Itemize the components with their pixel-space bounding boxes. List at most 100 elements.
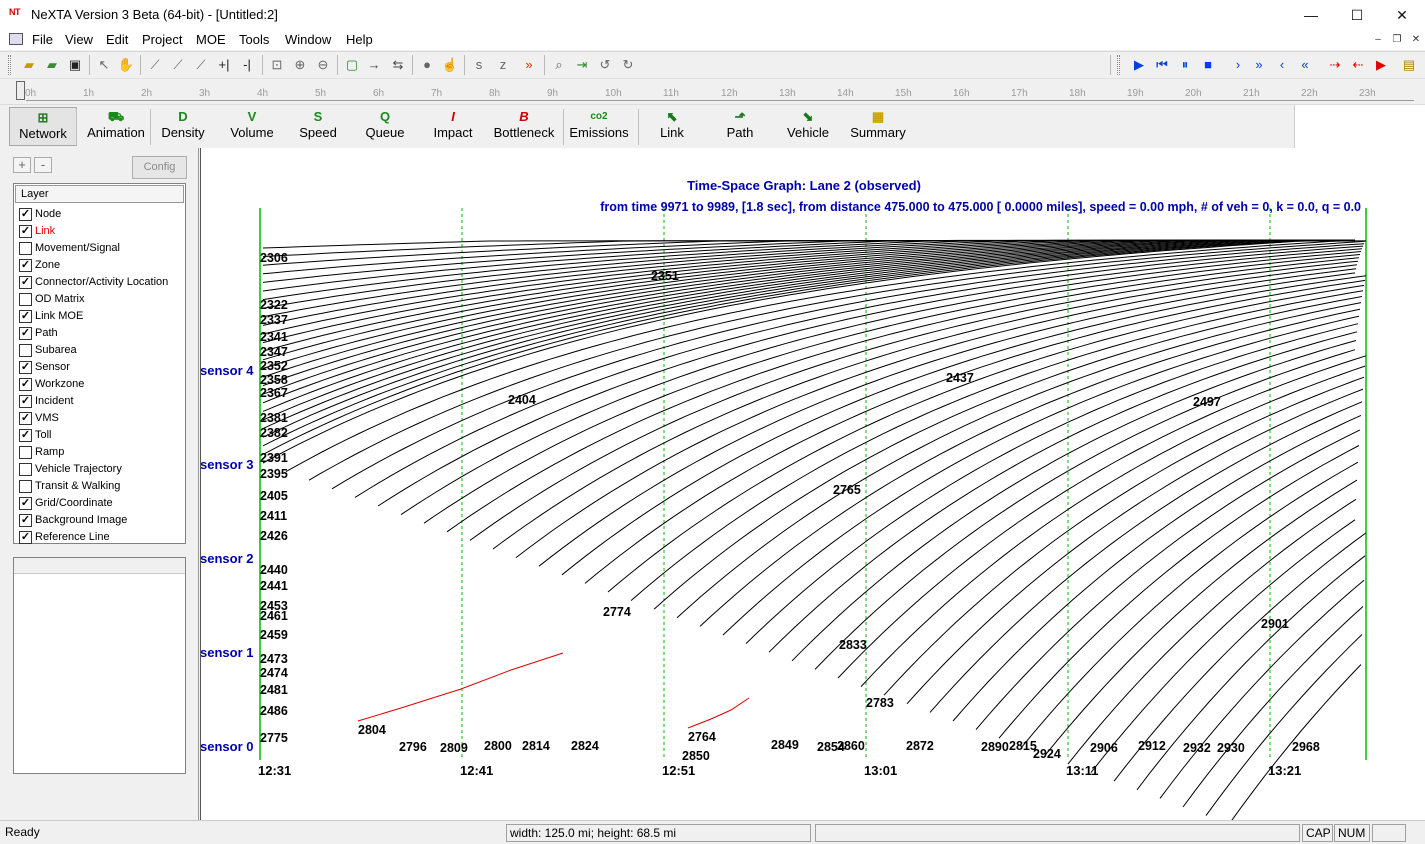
layer-checkbox[interactable]: ✓: [19, 361, 32, 374]
arrow-right-icon[interactable]: →: [367, 57, 381, 72]
layer-checkbox[interactable]: [19, 446, 32, 459]
pause-icon[interactable]: ⏸: [1181, 57, 1189, 72]
bidirectional-arrow-icon[interactable]: ⇆: [392, 57, 404, 72]
mode-density-button[interactable]: D Density: [157, 107, 209, 146]
toolbar-grip-2[interactable]: [1117, 55, 1120, 75]
minimize-button[interactable]: —: [1304, 7, 1318, 23]
hand-icon[interactable]: ☝: [441, 57, 459, 72]
zoom-in-icon[interactable]: ⊕: [294, 57, 306, 72]
rewind-icon[interactable]: ⏮: [1156, 57, 1168, 72]
undo-icon[interactable]: ↺: [599, 57, 611, 72]
draw-link3-icon[interactable]: ⟋: [196, 57, 206, 72]
vehicle-trajectory: [262, 239, 1355, 352]
layer-checkbox[interactable]: ✓: [19, 225, 32, 238]
menu-tools[interactable]: Tools: [239, 32, 270, 47]
mode-summary-button[interactable]: ▦ Summary: [846, 107, 910, 146]
timeline-slider-thumb[interactable]: [16, 81, 25, 100]
split-link-icon[interactable]: +|: [218, 57, 230, 72]
config-button[interactable]: Config: [132, 156, 187, 179]
mode-animation-button[interactable]: ⛟ Animation: [81, 107, 151, 146]
close-button[interactable]: ✕: [1396, 7, 1408, 23]
layer-checkbox[interactable]: ✓: [19, 531, 32, 544]
mode-bottleneck-button[interactable]: B Bottleneck: [490, 107, 558, 146]
layer-checkbox[interactable]: ✓: [19, 429, 32, 442]
layer-checkbox[interactable]: ✓: [19, 497, 32, 510]
mode-queue-button[interactable]: Q Queue: [354, 107, 416, 146]
layer-checkbox[interactable]: ✓: [19, 395, 32, 408]
node-a-icon[interactable]: s: [475, 57, 483, 72]
mode-network-button[interactable]: ⊞ Network: [9, 107, 77, 146]
timeline-ruler[interactable]: 0h 1h 2h 3h 4h 5h 6h 7h 8h 9h 10h 11h 12h 13h 14h 15h 16…: [0, 78, 1425, 104]
layer-checkbox[interactable]: [19, 480, 32, 493]
draw-link-icon[interactable]: ⟋: [150, 57, 160, 72]
mdi-restore-button[interactable]: ❐: [1392, 34, 1402, 45]
toolbar-grip[interactable]: [8, 55, 11, 75]
layer-checkbox[interactable]: [19, 242, 32, 255]
add-node-icon[interactable]: ▢: [345, 57, 359, 72]
layer-checkbox[interactable]: ✓: [19, 259, 32, 272]
layer-checkbox[interactable]: ✓: [19, 327, 32, 340]
move-node-icon[interactable]: ●: [423, 57, 431, 72]
collapse-button[interactable]: -: [34, 157, 52, 173]
menu-moe[interactable]: MOE: [196, 32, 226, 47]
menu-help[interactable]: Help: [346, 32, 373, 47]
exit-icon[interactable]: ▤: [1402, 57, 1416, 72]
save-icon[interactable]: ▣: [68, 57, 82, 72]
menu-file[interactable]: File: [32, 32, 53, 47]
vehicle-trajectory: [262, 240, 1355, 455]
layer-checkbox[interactable]: ✓: [19, 276, 32, 289]
red-step-back-icon[interactable]: ⇠: [1352, 57, 1364, 72]
document-icon[interactable]: [9, 33, 23, 45]
mode-impact-button[interactable]: I Impact: [424, 107, 482, 146]
menu-view[interactable]: View: [65, 32, 93, 47]
layer-checkbox[interactable]: ✓: [19, 310, 32, 323]
mode-volume-button[interactable]: V Volume: [221, 107, 283, 146]
layer-checkbox[interactable]: ✓: [19, 378, 32, 391]
open-project-icon[interactable]: ▰: [47, 57, 57, 72]
mode-link-button[interactable]: ⬉ Link: [644, 107, 700, 146]
mdi-minimize-button[interactable]: –: [1375, 34, 1381, 45]
draw-link2-icon[interactable]: ⟋: [173, 57, 183, 72]
time-space-graph[interactable]: Time-Space Graph: Lane 2 (observed) from …: [201, 148, 1425, 820]
vehicle-trajectory: [791, 340, 1357, 662]
zoom-out-icon[interactable]: ⊖: [317, 57, 329, 72]
layer-checkbox[interactable]: ✓: [19, 514, 32, 527]
layer-checkbox[interactable]: ✓: [19, 412, 32, 425]
chevron-right-icon[interactable]: »: [525, 57, 533, 72]
expand-button[interactable]: +: [13, 157, 31, 173]
redo-icon[interactable]: ↻: [622, 57, 634, 72]
mode-emissions-button[interactable]: co2 Emissions: [565, 107, 633, 146]
pan-hand-icon[interactable]: ✋: [117, 57, 135, 72]
step-back-icon[interactable]: ‹: [1279, 57, 1285, 72]
layer-checkbox[interactable]: [19, 463, 32, 476]
layer-checkbox[interactable]: [19, 344, 32, 357]
open-folder-icon[interactable]: ▰: [24, 57, 34, 72]
mode-vehicle-button[interactable]: ⬊ Vehicle: [780, 107, 836, 146]
maximize-button[interactable]: ☐: [1350, 7, 1364, 23]
export-icon[interactable]: ⇥: [576, 57, 588, 72]
play-icon[interactable]: ▶: [1134, 57, 1144, 72]
menu-window[interactable]: Window: [285, 32, 332, 47]
node-b-icon[interactable]: z: [499, 57, 507, 72]
mode-path-button[interactable]: ⬏ Path: [712, 107, 768, 146]
time-space-graph-view[interactable]: Time-Space Graph: Lane 2 (observed) from …: [200, 148, 1425, 820]
stop-icon[interactable]: ■: [1204, 57, 1212, 72]
mode-speed-button[interactable]: S Speed: [288, 107, 348, 146]
select-arrow-icon[interactable]: ↖: [98, 57, 110, 72]
menu-edit[interactable]: Edit: [106, 32, 129, 47]
layer-checkbox[interactable]: ✓: [19, 208, 32, 221]
mode-label: Emissions: [569, 125, 629, 140]
menu-project[interactable]: Project: [142, 32, 183, 47]
mdi-close-button[interactable]: ✕: [1411, 34, 1421, 45]
trajectory-id-label: 2440: [260, 563, 288, 577]
search-icon[interactable]: ⌕: [555, 57, 563, 72]
fast-back-icon[interactable]: «: [1301, 57, 1309, 72]
red-step-forward-icon[interactable]: ⇢: [1329, 57, 1341, 72]
zoom-extent-icon[interactable]: ⊡: [271, 57, 283, 72]
fast-forward-icon[interactable]: »: [1255, 57, 1263, 72]
red-play-icon[interactable]: ▶: [1376, 57, 1386, 72]
secondary-list[interactable]: [13, 557, 186, 774]
step-forward-icon[interactable]: ›: [1235, 57, 1241, 72]
split-link2-icon[interactable]: -|: [243, 57, 251, 72]
layer-checkbox[interactable]: [19, 293, 32, 306]
